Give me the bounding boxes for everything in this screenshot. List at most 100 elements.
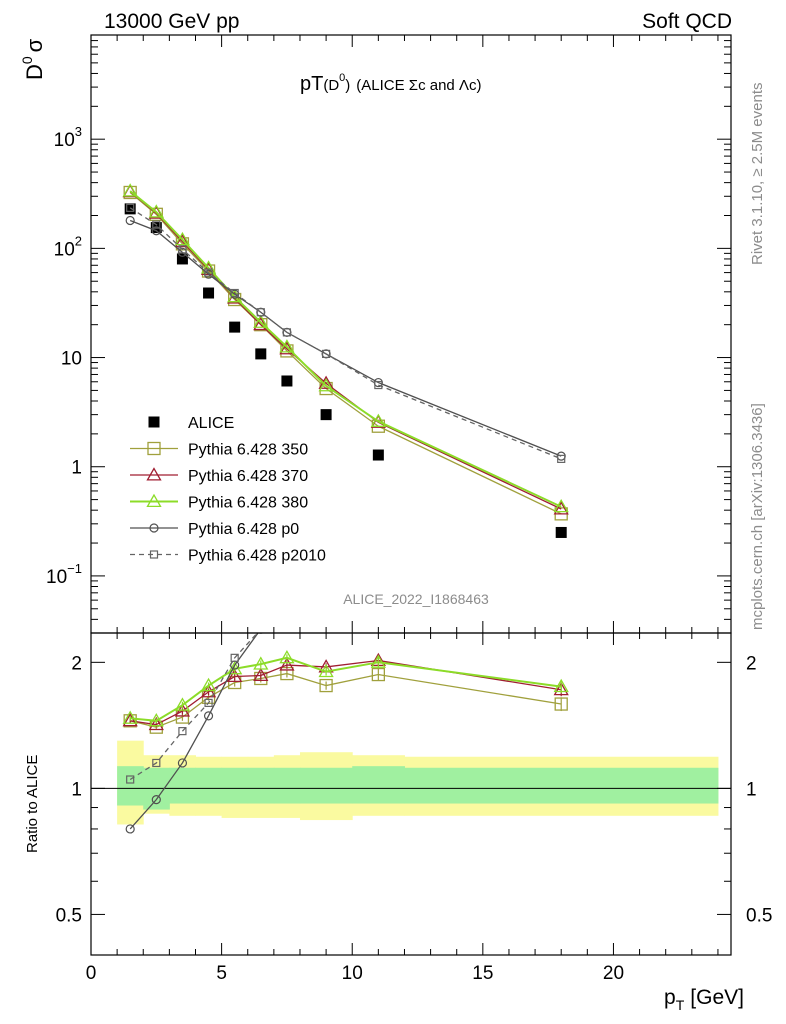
ratio-point-380	[370, 654, 386, 668]
main-point-p2010	[204, 268, 213, 277]
ratio-point-380	[122, 710, 138, 724]
main-point-p0	[151, 226, 161, 236]
legend-marker-370	[146, 467, 162, 481]
ratio-point-370	[148, 716, 164, 731]
legend-label-380: Pythia 6.428 380	[188, 495, 308, 512]
main-point-p2010	[374, 380, 383, 390]
main-y-tick-label: 10−1	[46, 561, 82, 588]
main-point-380	[318, 378, 334, 392]
legend-marker-p2010	[149, 550, 159, 559]
legend-marker-p0	[149, 523, 159, 533]
main-point-ALICE	[555, 526, 567, 538]
ratio-line-p0	[129, 633, 259, 830]
ratio-series-p2010	[126, 598, 290, 784]
main-point-380	[253, 314, 269, 328]
legend: ALICE Pythia 6.428 350 Pythia 6.428 370 Pyt…	[130, 415, 326, 565]
main-line-380	[129, 190, 562, 508]
ratio-point-350	[554, 697, 568, 711]
main-point-370	[553, 501, 569, 515]
ratio-point-p0	[151, 795, 161, 805]
legend-entry-p2010: Pythia 6.428 p2010	[130, 548, 326, 565]
ratio-point-380	[253, 656, 269, 670]
rivet-version-label: Rivet 3.1.10, ≥ 2.5M events	[749, 83, 766, 266]
main-point-380	[174, 231, 191, 246]
band-inner	[299, 767, 353, 804]
ratio-series-370	[122, 652, 569, 731]
ratio-line-p2010	[129, 633, 259, 781]
ratio-ylabel: Ratio to ALICE	[24, 755, 41, 853]
ratio-point-p0	[203, 711, 214, 721]
ratio-y-tick-label-left: 1	[71, 779, 82, 800]
main-point-380	[370, 413, 386, 427]
band-inner	[117, 766, 144, 806]
ratio-point-370	[122, 712, 138, 727]
axes: 0 5 10 15 20 10−1 1 10 102 103 0.5 0.5 1 1 2 2	[46, 34, 772, 984]
main-point-p0	[125, 215, 135, 226]
plot-title: pT(D0) (ALICE Σc and Λc)	[300, 72, 481, 95]
ratio-point-p0	[125, 824, 135, 834]
main-point-ALICE	[320, 409, 332, 421]
ratio-frame	[90, 632, 732, 956]
ratio-series-350	[123, 666, 568, 734]
header-left: 13000 GeV pp	[104, 10, 239, 33]
ratio-series-380	[122, 650, 569, 727]
ratio-y-tick-label-left: 0.5	[56, 905, 82, 926]
band-inner	[352, 766, 405, 804]
ratio-bands	[117, 740, 719, 825]
main-point-370	[174, 233, 191, 248]
main-ylabel: D0σ	[19, 38, 47, 80]
ratio-point-370	[279, 657, 295, 671]
main-point-p2010	[322, 349, 331, 358]
ratio-point-370	[553, 681, 569, 696]
main-point-p2010	[282, 328, 292, 337]
main-point-ALICE	[124, 203, 136, 215]
main-point-p2010	[126, 203, 135, 212]
band-inner	[273, 767, 301, 804]
ratio-point-350	[371, 667, 385, 682]
ratio-point-p0	[283, 597, 291, 605]
main-point-370	[253, 316, 269, 331]
band-inner	[169, 767, 196, 804]
legend-label-370: Pythia 6.428 370	[188, 468, 308, 485]
main-line-370	[129, 191, 562, 510]
legend-marker-380	[146, 493, 162, 508]
main-point-p2010	[230, 288, 239, 298]
main-point-p2010	[557, 454, 566, 463]
ratio-point-380	[553, 678, 569, 693]
legend-label-350: Pythia 6.428 350	[188, 442, 308, 459]
ratio-line-370	[130, 659, 562, 726]
ratio-point-p2010	[230, 653, 239, 662]
x-tick-label: 5	[216, 963, 227, 984]
main-point-350	[149, 207, 163, 221]
main-line-p2010	[129, 207, 562, 460]
main-point-p2010	[152, 220, 161, 229]
ratio-point-p2010	[256, 633, 265, 634]
ratio-point-370	[253, 667, 269, 682]
main-point-370	[279, 341, 295, 355]
ratio-point-380	[148, 712, 164, 727]
mcplots-label: mcplots.cern.ch [arXiv:1306.3436]	[749, 403, 766, 630]
main-y-tick-label: 103	[54, 124, 82, 151]
main-point-p2010	[178, 245, 187, 254]
band-inner	[195, 767, 223, 804]
ratio-line-380	[130, 656, 562, 722]
ratio-y-tick-label-right: 2	[746, 653, 757, 674]
band-inner	[404, 767, 719, 804]
ratio-point-p2010	[283, 598, 290, 605]
main-y-tick-label: 10	[61, 349, 82, 370]
x-tick-label: 15	[472, 963, 493, 984]
legend-entry-380: Pythia 6.428 380	[130, 493, 308, 512]
band-inner	[247, 767, 275, 804]
main-line-p0	[129, 219, 562, 457]
x-axis-label: pT [GeV]	[664, 986, 744, 1013]
ratio-y-tick-label-left: 2	[71, 653, 82, 674]
main-point-ALICE	[372, 449, 384, 461]
x-tick-label: 10	[342, 963, 363, 984]
ratio-point-p2010	[152, 758, 161, 768]
main-series	[122, 183, 569, 538]
main-line-350	[129, 191, 562, 515]
ratio-series	[122, 597, 569, 834]
ratio-point-380	[200, 677, 217, 692]
main-series-380	[122, 183, 569, 513]
